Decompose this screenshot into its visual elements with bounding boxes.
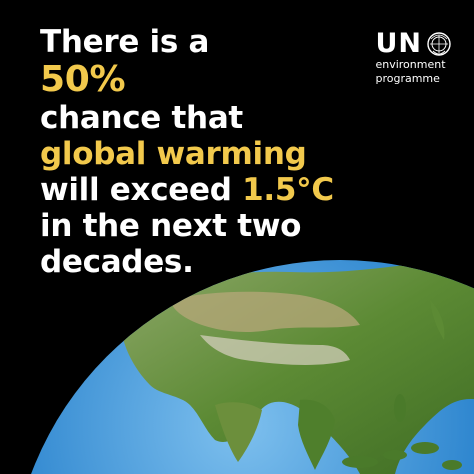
headline-line-1: There is a bbox=[40, 24, 210, 60]
headline: There is a 50% chance that global warmin… bbox=[40, 24, 370, 280]
headline-line-3: chance that bbox=[40, 100, 243, 136]
headline-percentage: 50% bbox=[40, 59, 126, 100]
unep-logo-top: UN bbox=[375, 30, 452, 57]
headline-temperature: 1.5°C bbox=[242, 172, 334, 208]
unep-logo-environment: environment bbox=[375, 58, 446, 71]
un-emblem-icon bbox=[427, 31, 451, 56]
headline-will-exceed: will exceed bbox=[40, 172, 232, 208]
unep-logo-programme: programme bbox=[375, 72, 440, 85]
headline-line-7: decades. bbox=[40, 244, 194, 280]
unep-logo-letters: UN bbox=[375, 28, 422, 59]
unep-logo: UN environment programme bbox=[375, 30, 452, 85]
headline-line-5: will exceed 1.5°C bbox=[40, 172, 370, 208]
headline-global-warming: global warming bbox=[40, 136, 307, 172]
headline-line-6: in the next two bbox=[40, 208, 302, 244]
